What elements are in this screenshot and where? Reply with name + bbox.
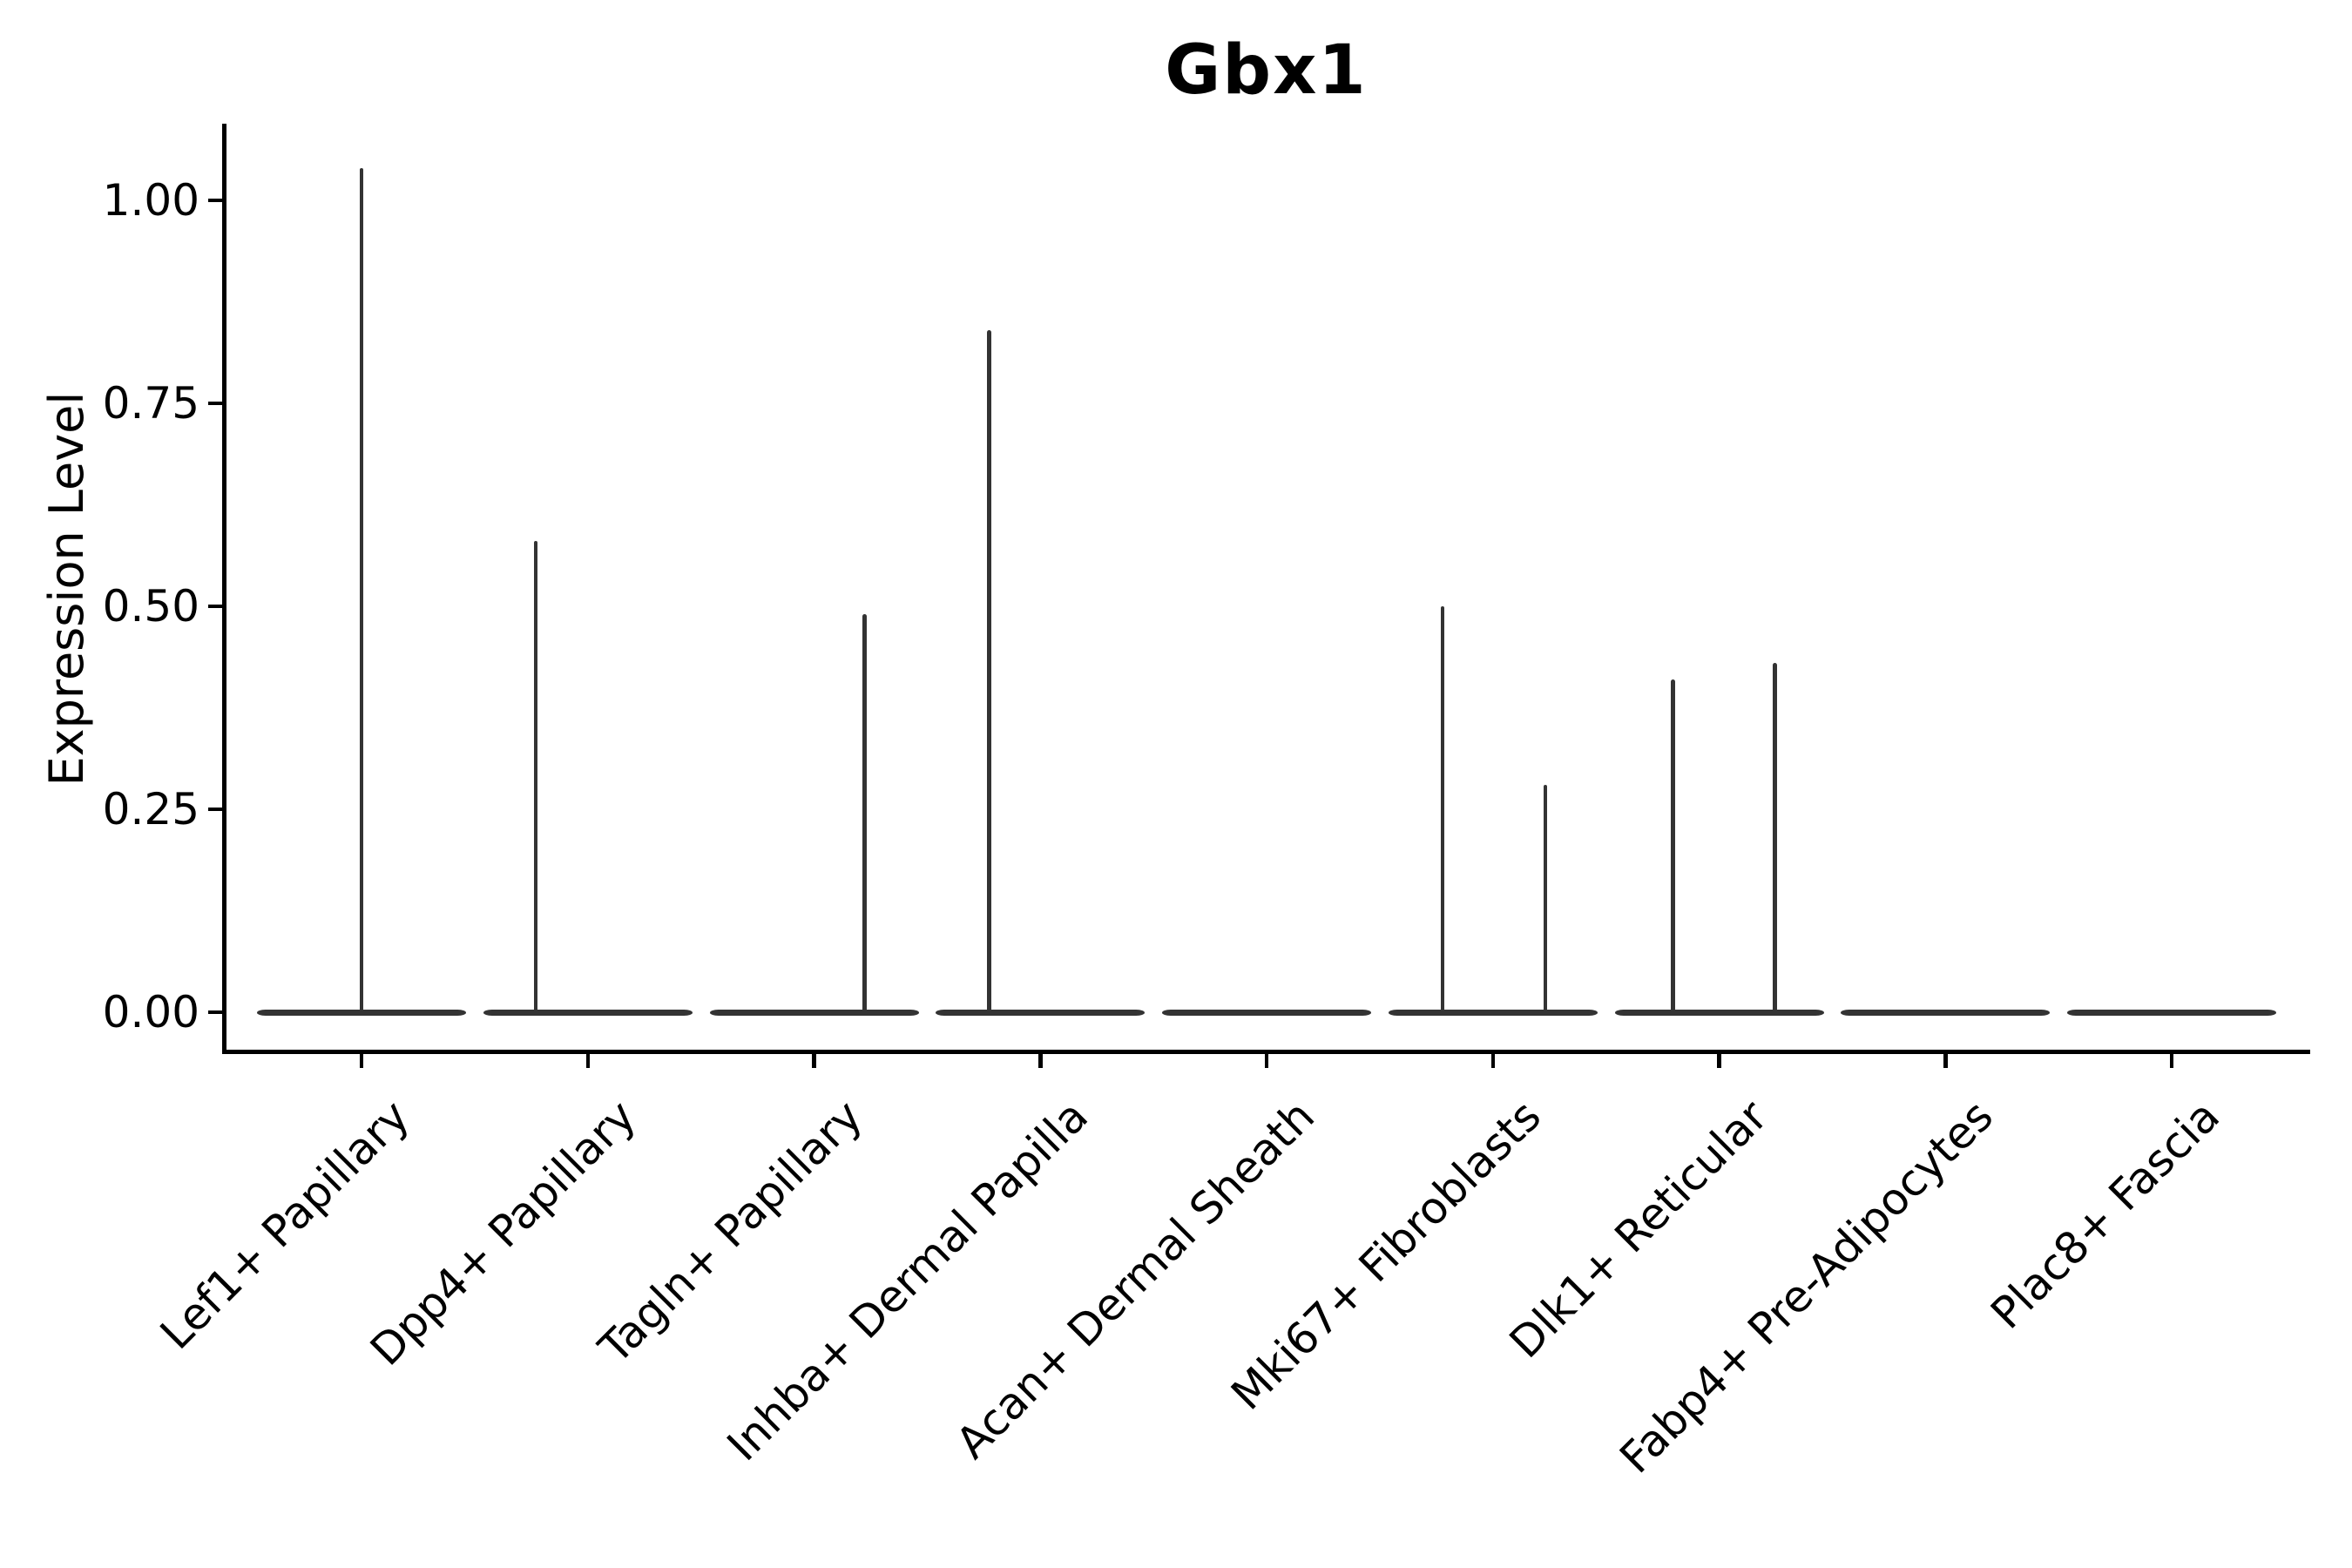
x-tick: [2169, 1054, 2174, 1068]
violin-spike: [1543, 785, 1547, 1016]
chart-title: Gbx1: [1165, 31, 1368, 110]
violin-spike: [533, 541, 537, 1016]
x-tick: [585, 1054, 590, 1068]
violin-body: [2067, 1009, 2276, 1016]
violin-body: [1841, 1009, 2051, 1016]
violin-body: [483, 1009, 693, 1016]
y-tick: [208, 604, 222, 609]
y-tick-label: 0.75: [102, 378, 199, 429]
x-tick: [812, 1054, 816, 1068]
violin-spike: [862, 614, 867, 1016]
x-axis-spine: [222, 1050, 2310, 1054]
y-tick-label: 1.00: [102, 175, 199, 226]
y-tick: [208, 401, 222, 406]
violin-spike: [1671, 679, 1675, 1016]
violin-spike: [359, 167, 364, 1016]
violin-body: [936, 1009, 1146, 1016]
y-tick: [208, 1010, 222, 1015]
x-tick: [1490, 1054, 1495, 1068]
violin-spike: [1773, 663, 1777, 1016]
violin-spike: [987, 330, 991, 1016]
y-axis-spine: [222, 124, 226, 1054]
y-tick: [208, 198, 222, 203]
y-tick-label: 0.25: [102, 784, 199, 835]
violin-body: [1614, 1009, 1824, 1016]
violin-body: [709, 1009, 919, 1016]
violin-spike: [1440, 606, 1444, 1016]
violin-body: [1388, 1009, 1598, 1016]
violin-body: [1162, 1009, 1371, 1016]
y-tick: [208, 807, 222, 812]
x-tick: [1717, 1054, 1721, 1068]
x-tick: [1943, 1054, 1948, 1068]
x-tick: [1264, 1054, 1269, 1068]
x-tick: [1038, 1054, 1043, 1068]
x-tick: [359, 1054, 364, 1068]
y-tick-label: 0.00: [102, 987, 199, 1037]
y-tick-label: 0.50: [102, 581, 199, 632]
